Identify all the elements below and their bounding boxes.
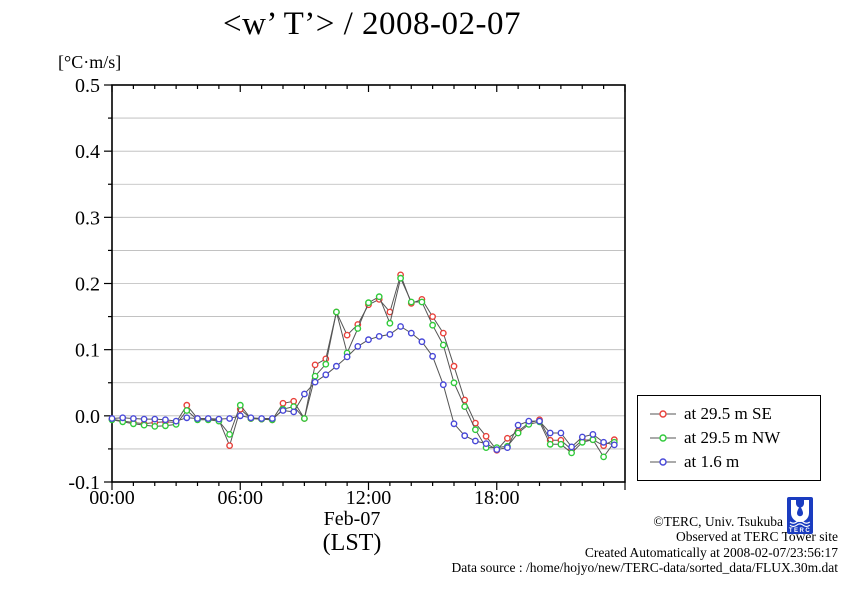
legend-item-label: at 29.5 m SE bbox=[684, 404, 772, 423]
series-at-1.6-m bbox=[108, 323, 618, 453]
svg-text:0.4: 0.4 bbox=[75, 141, 100, 163]
footer-created-at: Created Automatically at 2008-02-07/23:5… bbox=[584, 544, 838, 560]
svg-text:0.3: 0.3 bbox=[75, 207, 100, 229]
svg-text:0.5: 0.5 bbox=[75, 75, 100, 97]
legend-marker-icon bbox=[650, 458, 676, 466]
legend-item-1.6m: at 1.6 m bbox=[648, 450, 820, 474]
logo-droplet-shape bbox=[797, 505, 803, 517]
gridlines bbox=[112, 117, 625, 450]
page-title: <w’ T’> / 2008-02-07 bbox=[222, 6, 522, 42]
footer-copyright: ©TERC, Univ. Tsukuba bbox=[653, 514, 783, 529]
legend-item-label: at 29.5 m NW bbox=[684, 428, 781, 447]
svg-text:06:00: 06:00 bbox=[217, 487, 263, 509]
svg-text:18:00: 18:00 bbox=[474, 487, 520, 509]
legend-marker-icon bbox=[650, 434, 676, 442]
x-axis-date-label: Feb-07 bbox=[323, 508, 381, 530]
legend-item-label: at 1.6 m bbox=[684, 452, 740, 471]
svg-text:0.0: 0.0 bbox=[75, 406, 100, 428]
svg-text:-0.1: -0.1 bbox=[68, 472, 100, 494]
legend-item-29.5m-nw: at 29.5 m NW bbox=[648, 426, 820, 450]
logo-wave-line bbox=[789, 520, 811, 524]
x-axis-timezone-label: (LST) bbox=[322, 530, 382, 556]
svg-text:00:00: 00:00 bbox=[89, 487, 135, 509]
footer-credits: ©TERC, Univ. Tsukuba Observed at TERC To… bbox=[451, 514, 838, 576]
legend-item-29.5m-se: at 29.5 m SE bbox=[648, 402, 820, 426]
x-tick-labels: 00:00 06:00 12:00 18:00 bbox=[89, 487, 519, 509]
logo-text: TERC bbox=[789, 528, 811, 534]
legend-marker-icon bbox=[650, 410, 676, 418]
svg-text:0.1: 0.1 bbox=[75, 340, 100, 362]
svg-text:12:00: 12:00 bbox=[346, 487, 392, 509]
terc-logo-icon: TERC bbox=[787, 497, 813, 534]
y-axis-unit-label: [°C·m/s] bbox=[58, 52, 122, 72]
plot-frame bbox=[111, 84, 626, 483]
legend: at 29.5 m SE at 29.5 m NW at 1.6 m bbox=[637, 395, 821, 481]
y-tick-labels: 0.5 0.4 0.3 0.2 0.1 0.0 -0.1 bbox=[68, 75, 100, 494]
footer-observed-at: Observed at TERC Tower site bbox=[675, 529, 838, 545]
series-at-29.5-m-nw bbox=[108, 274, 618, 461]
footer-data-source: Data source : /home/hojyo/new/TERC-data/… bbox=[451, 560, 838, 576]
svg-text:0.2: 0.2 bbox=[75, 274, 100, 296]
logo-wave-line bbox=[789, 523, 811, 528]
series-at-29.5-m-se bbox=[108, 271, 618, 454]
